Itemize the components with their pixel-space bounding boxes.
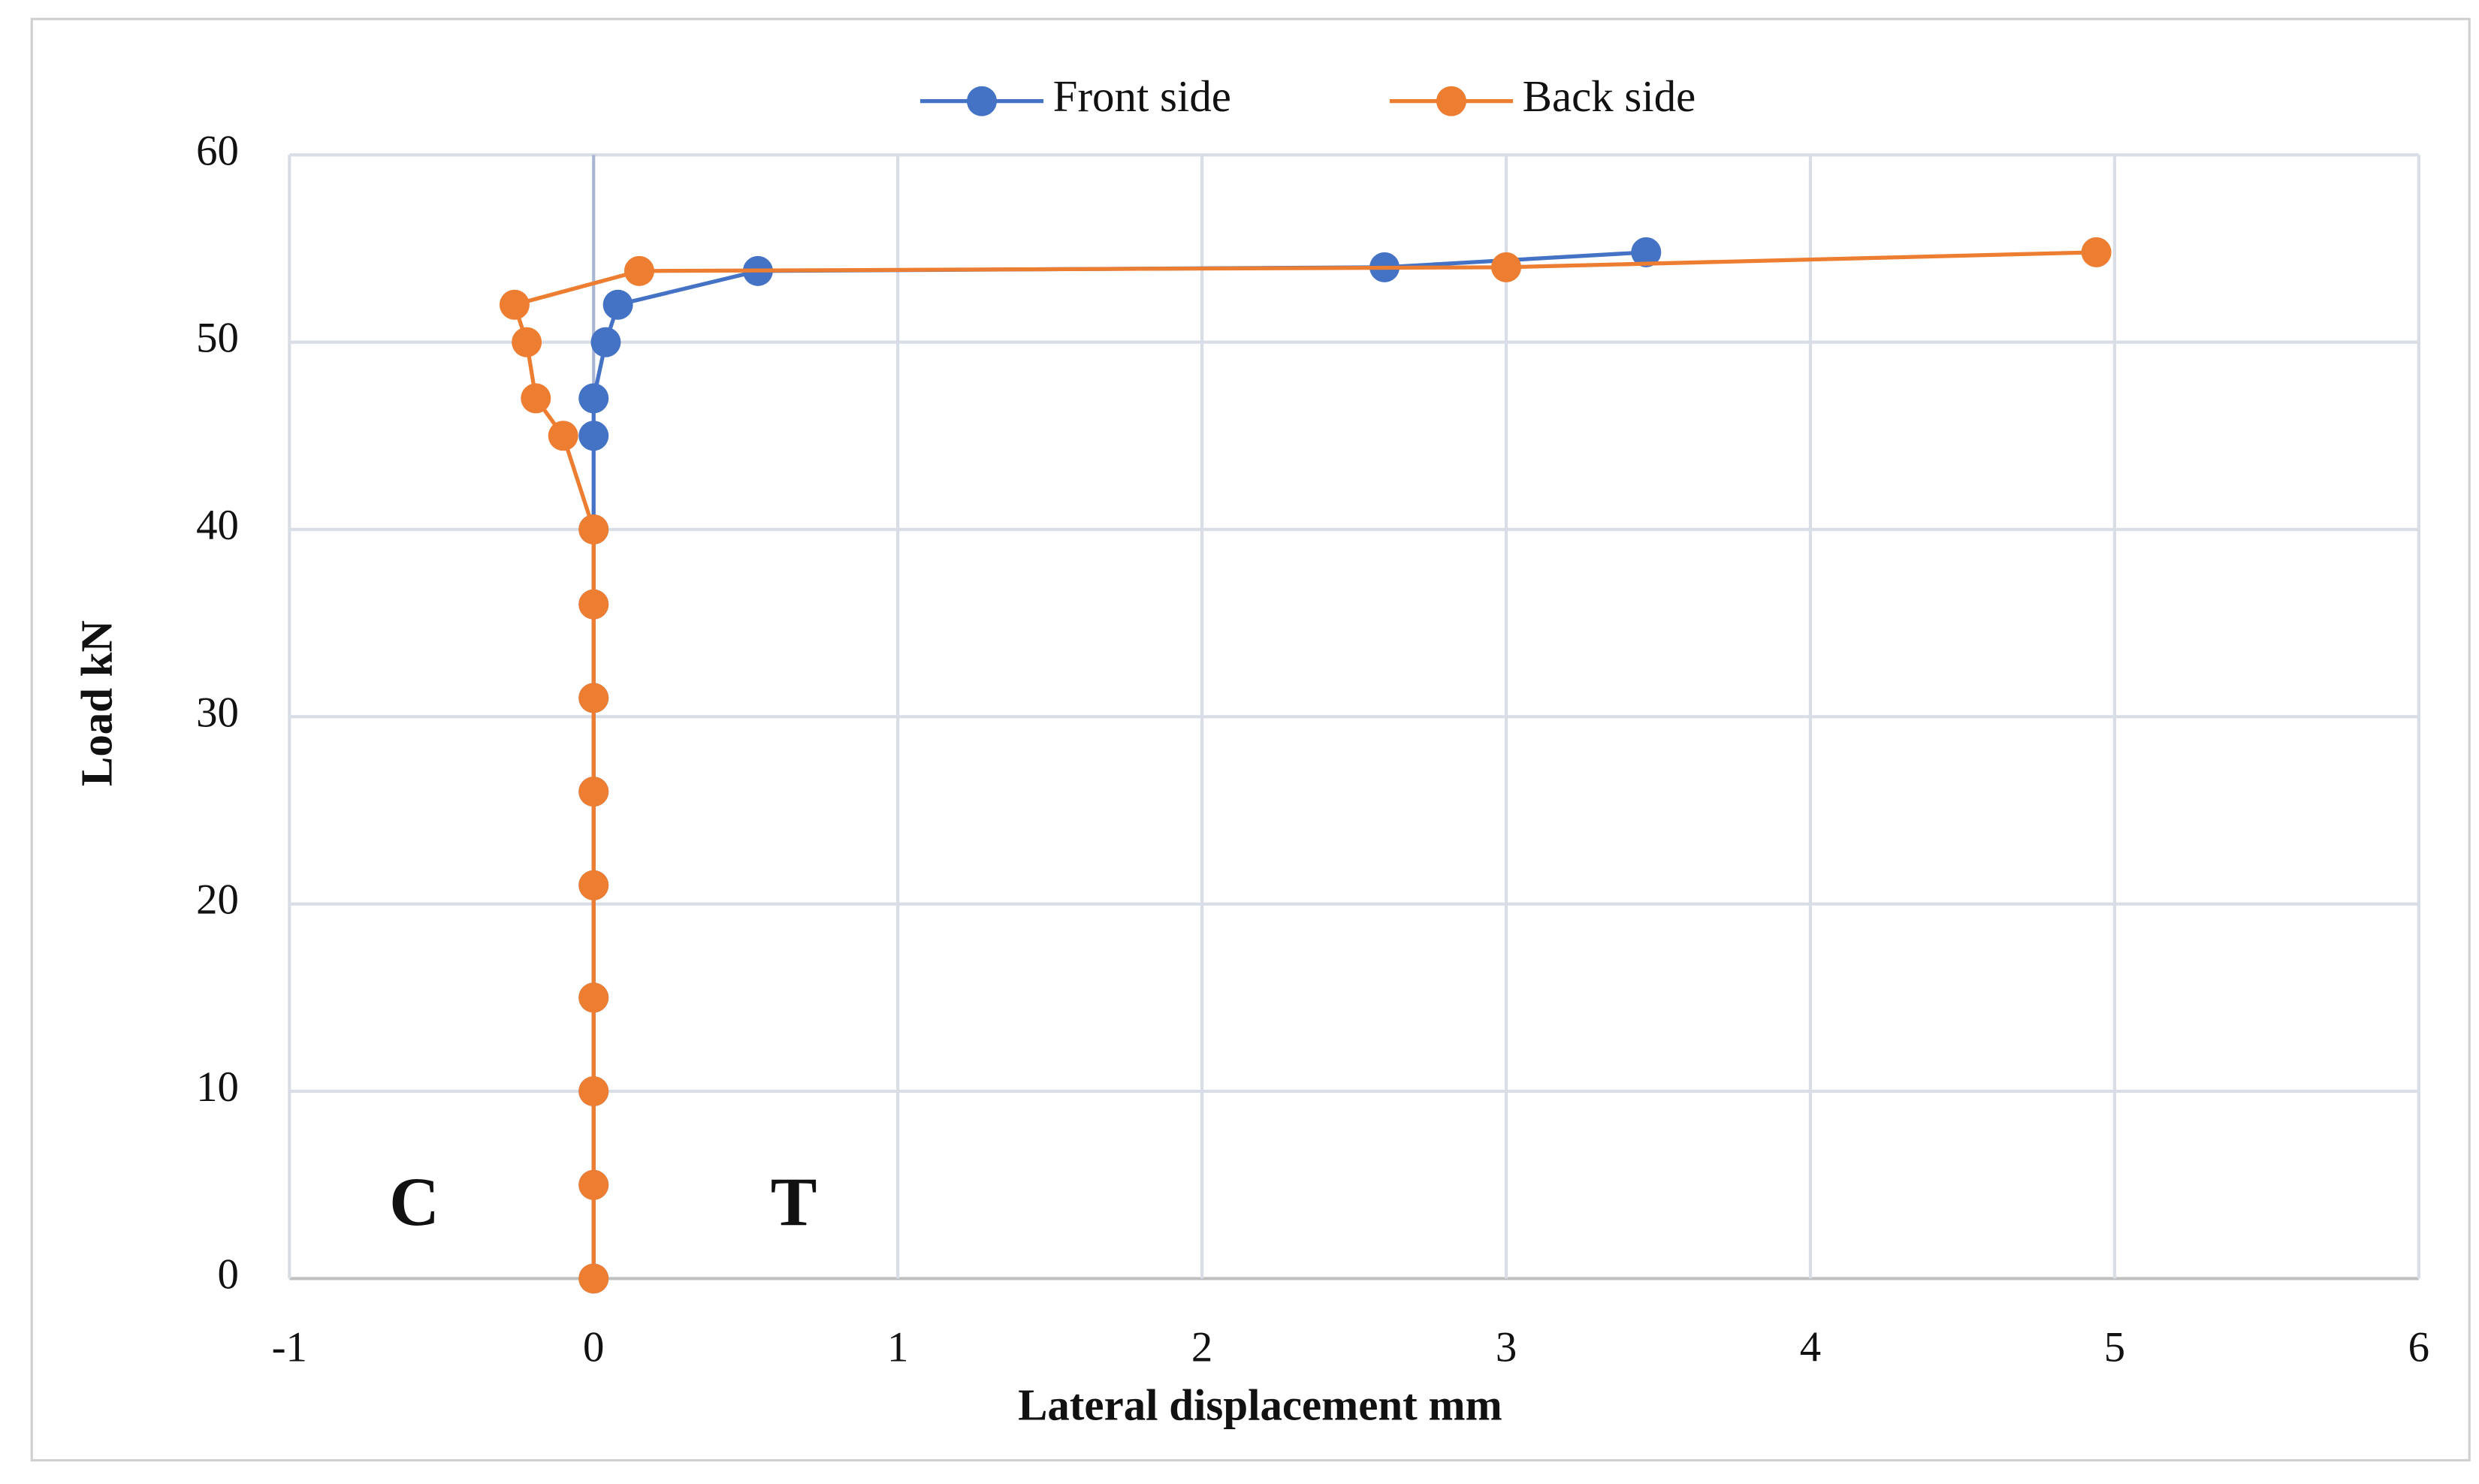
annotation: T [771,1163,817,1241]
data-point [521,383,551,414]
x-tick-label: 3 [1496,1323,1517,1371]
y-tick-label: 60 [196,127,239,174]
y-tick-label: 40 [196,502,239,549]
annotation: C [389,1163,439,1241]
data-point [2081,237,2112,267]
data-point [578,683,609,713]
x-tick-label: 0 [583,1323,604,1371]
data-point [578,982,609,1013]
series-line [512,250,2097,1279]
x-tick-label: -1 [272,1323,307,1371]
legend-label: Front side [1053,71,1231,121]
data-point [1631,237,1662,267]
y-tick-label: 50 [196,315,239,362]
data-point [578,1169,609,1200]
legend-marker [1436,86,1466,116]
data-point [578,1076,609,1107]
data-point [578,1263,609,1294]
x-tick-label: 6 [2408,1323,2429,1371]
x-tick-label: 1 [887,1323,908,1371]
x-tick-label: 2 [1191,1323,1212,1371]
data-point [578,421,609,451]
legend-marker [966,86,997,116]
x-tick-label: 4 [1800,1323,1821,1371]
data-point [512,327,542,357]
data-point [578,589,609,620]
y-tick-label: 20 [196,876,239,924]
y-tick-label: 10 [196,1063,239,1111]
x-tick-label: 5 [2104,1323,2125,1371]
data-point [548,421,578,451]
data-point [578,870,609,900]
data-point [578,777,609,807]
data-point [499,289,530,320]
y-tick-label: 0 [218,1250,239,1298]
data-point [590,327,621,357]
data-point [578,514,609,544]
y-tick-label: 30 [196,689,239,736]
data-point [624,255,654,286]
data-point [578,383,609,414]
chart-border [30,17,2471,1462]
x-axis-title: Lateral displacement mm [1018,1380,1502,1430]
data-point [1491,252,1522,282]
legend-label: Back side [1523,71,1696,121]
data-point [602,289,633,320]
y-axis-title: Load kN [71,620,121,786]
